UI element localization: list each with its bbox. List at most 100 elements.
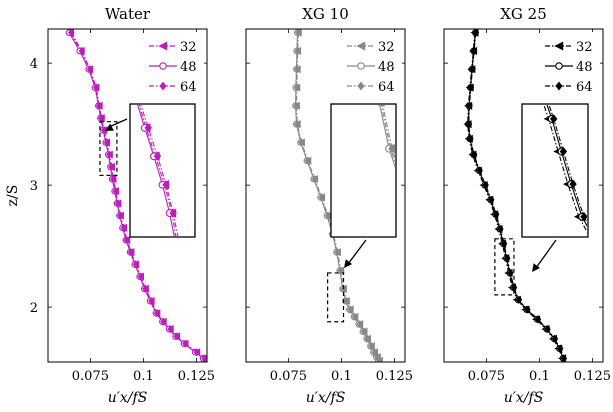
inset-point-48 xyxy=(459,255,466,262)
data-point-64 xyxy=(492,210,500,219)
x-tick-label: 0.125 xyxy=(178,369,215,384)
x-tick-label: 0.1 xyxy=(529,369,550,384)
inset-point-64 xyxy=(580,212,587,222)
inset-point-32 xyxy=(382,105,385,107)
legend-marker-32 xyxy=(356,41,366,51)
inset-point-64 xyxy=(144,123,152,133)
data-point-64 xyxy=(93,83,100,92)
inset-box xyxy=(521,103,589,238)
inset-point-64 xyxy=(176,238,182,246)
data-point-64 xyxy=(295,29,302,37)
data-point-64 xyxy=(108,162,115,171)
legend-label: 64 xyxy=(576,80,593,95)
data-point-64 xyxy=(148,296,155,306)
data-point-64 xyxy=(466,101,473,110)
data-point-64 xyxy=(497,225,504,234)
data-point-64 xyxy=(360,327,368,336)
data-point-64 xyxy=(507,268,514,277)
legend-label: 32 xyxy=(576,40,593,55)
inset-point-48 xyxy=(410,198,417,205)
data-point-64 xyxy=(132,260,140,269)
data-point-64 xyxy=(100,126,108,135)
legend-bg xyxy=(343,32,402,98)
data-point-64 xyxy=(110,174,117,184)
inset-point-48 xyxy=(126,68,133,75)
data-point-64 xyxy=(167,325,174,334)
data-point-64 xyxy=(311,174,318,184)
data-point-64 xyxy=(371,348,378,357)
data-point-64 xyxy=(298,138,305,147)
data-point-64 xyxy=(551,334,559,343)
x-tick-label: 0.075 xyxy=(72,369,109,384)
inset-point-32 xyxy=(397,176,405,184)
axes-frame xyxy=(245,28,406,363)
data-point-64 xyxy=(334,248,341,257)
data-point-64 xyxy=(153,309,161,318)
legend-label: 64 xyxy=(378,80,395,95)
data-point-64 xyxy=(515,295,523,304)
x-axis-label: u′x/fS xyxy=(504,390,544,406)
data-point-64 xyxy=(294,65,301,74)
data-point-64 xyxy=(127,248,135,257)
data-point-64 xyxy=(103,138,111,147)
data-point-64 xyxy=(500,239,508,248)
zoom-region-box xyxy=(99,121,118,176)
panel-2: XG 25 0.075 0.1 0.125 u′x/fS 32 48 64 xyxy=(443,5,611,406)
data-area xyxy=(65,29,207,362)
inset-point-48 xyxy=(396,176,403,183)
inset-box xyxy=(129,103,196,238)
data-point-64 xyxy=(86,65,94,74)
data-point-64 xyxy=(476,166,483,175)
legend-label: 32 xyxy=(180,40,197,55)
data-point-64 xyxy=(324,211,332,220)
data-point-64 xyxy=(68,29,75,37)
inset-point-32 xyxy=(473,273,481,281)
data-point-64 xyxy=(137,272,145,281)
inset-point-64 xyxy=(475,273,481,281)
series-line-48 xyxy=(68,32,204,359)
x-axis-label: u′x/fS xyxy=(108,390,148,406)
inset-point-64 xyxy=(153,151,162,161)
data-point-64 xyxy=(293,101,300,110)
panel-0: Water 0.075 0.1 0.125 2 3 4 u′x/fS z/S 32 48 64 xyxy=(5,5,215,406)
legend-marker-64 xyxy=(555,81,563,91)
inset-point-64 xyxy=(129,67,135,75)
data-point-64 xyxy=(112,187,120,196)
data-point-64 xyxy=(364,334,371,343)
axes-frame xyxy=(443,28,604,363)
inset-point-32 xyxy=(411,198,419,206)
data-point-64 xyxy=(96,101,103,110)
inset-point-64 xyxy=(447,235,453,243)
inset-point-48 xyxy=(593,240,600,247)
panel-title: XG 25 xyxy=(500,5,547,23)
panel-1: XG 10 0.075 0.1 0.125 u′x/fS 32 48 64 xyxy=(245,5,481,406)
legend-bg xyxy=(145,32,204,98)
y-tick-label: 2 xyxy=(30,301,38,316)
inset-point-32 xyxy=(590,240,598,248)
inset-point-48 xyxy=(427,217,434,224)
inset-point-64 xyxy=(413,198,419,206)
inset-point-32 xyxy=(445,235,453,243)
legend-label: 48 xyxy=(180,60,197,75)
data-point-64 xyxy=(351,312,359,321)
zoom-region-box xyxy=(327,272,345,323)
data-point-64 xyxy=(356,320,364,329)
legend-label: 48 xyxy=(576,60,593,75)
inset-point-32 xyxy=(460,254,468,262)
data-point-64 xyxy=(482,181,489,190)
arrow-line xyxy=(535,239,557,269)
legend-label: 32 xyxy=(378,40,395,55)
inset-data xyxy=(543,105,600,248)
data-point-64 xyxy=(294,120,301,129)
legend-marker-32 xyxy=(554,41,564,51)
legend: 32 48 64 xyxy=(145,32,204,98)
data-point-64 xyxy=(293,83,301,92)
legend: 32 48 64 xyxy=(541,32,600,98)
data-point-64 xyxy=(78,46,86,55)
inset-point-48 xyxy=(133,96,140,103)
inset-point-32 xyxy=(126,67,134,75)
inset-point-64 xyxy=(136,95,142,103)
data-point-64 xyxy=(488,195,495,204)
x-tick-label: 0.075 xyxy=(468,369,505,384)
